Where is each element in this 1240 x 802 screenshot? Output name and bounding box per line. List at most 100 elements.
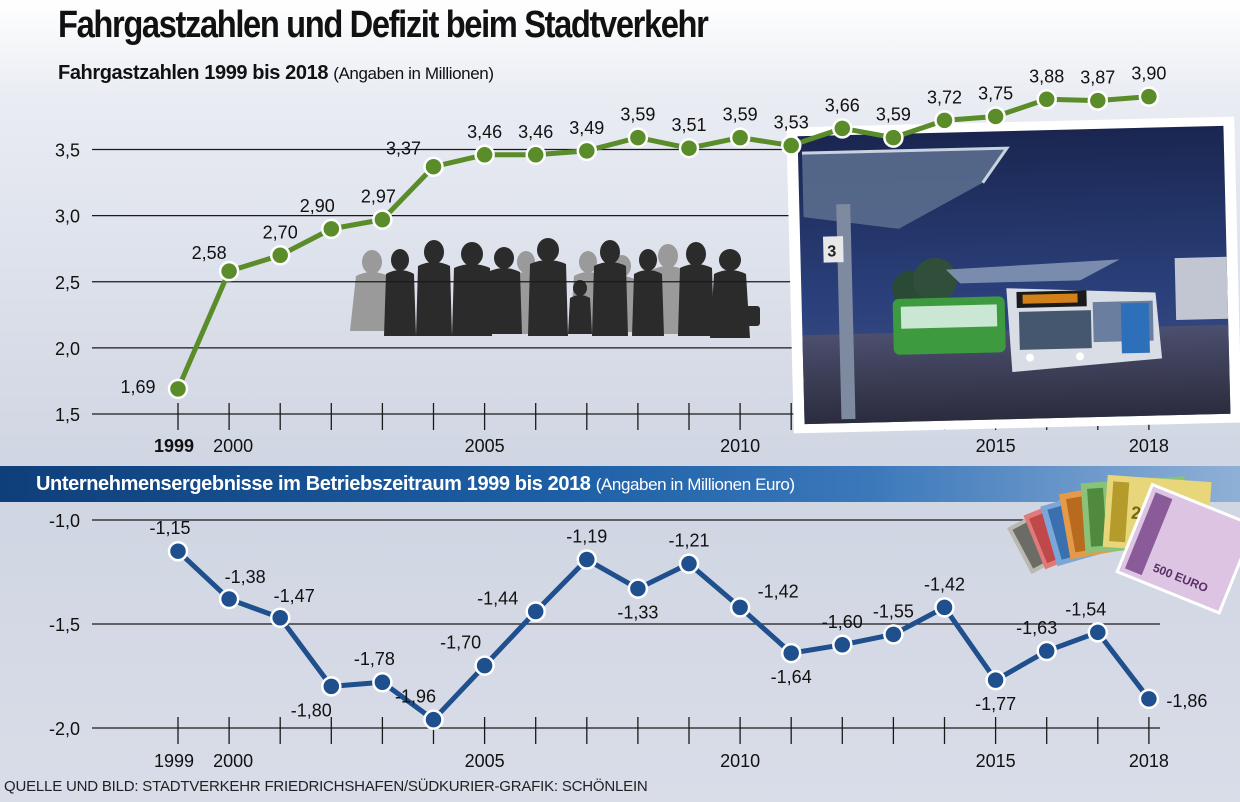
data-point — [985, 669, 1006, 691]
data-point — [474, 655, 495, 676]
data-point — [474, 144, 495, 166]
data-label: 3,46 — [467, 122, 502, 142]
data-point — [627, 127, 649, 148]
data-label: -1,78 — [354, 649, 395, 669]
data-point — [525, 144, 546, 166]
data-label: 1,69 — [120, 377, 155, 397]
data-label: 3,87 — [1080, 68, 1115, 88]
data-point — [985, 106, 1006, 127]
data-point — [678, 137, 700, 159]
x-tick-label: 2010 — [720, 436, 760, 456]
data-point — [1036, 640, 1057, 662]
data-label: -1,96 — [395, 687, 436, 707]
y-tick-label: 2,0 — [55, 339, 80, 359]
bus-station-night-photo: 3 — [786, 116, 1240, 434]
data-label: 3,90 — [1131, 64, 1166, 84]
x-tick-label: 2005 — [465, 436, 505, 456]
y-tick-label: 3,5 — [55, 141, 80, 161]
data-label: 3,75 — [978, 83, 1013, 103]
data-label: 3,59 — [723, 105, 758, 125]
data-label: -1,63 — [1016, 618, 1057, 638]
data-point — [167, 378, 189, 400]
data-label: -1,60 — [822, 612, 863, 632]
x-tick-label: 2010 — [720, 751, 760, 771]
data-label: -1,55 — [873, 601, 914, 621]
data-point — [780, 642, 802, 664]
data-label: -1,19 — [566, 527, 607, 547]
data-point — [678, 553, 700, 574]
y-tick-label: -1,5 — [49, 615, 80, 635]
data-point — [423, 156, 444, 177]
data-point — [780, 135, 802, 156]
data-point — [627, 578, 649, 599]
data-point — [883, 127, 904, 148]
data-point — [729, 597, 751, 618]
data-label: -1,86 — [1166, 691, 1207, 711]
data-label: -1,15 — [149, 518, 190, 538]
passenger-chart-heading: Fahrgastzahlen 1999 bis 2018 (Angaben in… — [58, 62, 494, 85]
data-label: 3,53 — [774, 113, 809, 133]
data-point — [525, 601, 546, 622]
x-tick-label: 2015 — [976, 751, 1016, 771]
data-label: -1,54 — [1065, 599, 1106, 619]
x-tick-label: 2018 — [1129, 751, 1169, 771]
data-label: -1,64 — [771, 667, 812, 687]
data-point — [218, 260, 240, 282]
data-point — [321, 218, 342, 240]
data-point — [576, 549, 598, 570]
data-label: 2,70 — [263, 222, 298, 242]
result-chart-banner — [0, 466, 1240, 502]
data-label: -1,21 — [668, 531, 709, 551]
x-tick-label: 1999 — [154, 436, 194, 456]
data-point — [321, 676, 342, 697]
data-label: 3,51 — [671, 115, 706, 135]
data-point — [1138, 86, 1160, 107]
result-chart-subtitle: (Angaben in Millionen Euro) — [595, 475, 795, 494]
data-label: -1,38 — [225, 567, 266, 587]
data-point — [269, 245, 291, 266]
x-tick-label: 2000 — [213, 436, 253, 456]
data-point — [372, 209, 393, 230]
data-label: 3,59 — [876, 105, 911, 125]
data-label: 2,58 — [192, 243, 227, 263]
passenger-chart-subtitle: (Angaben in Millionen) — [333, 64, 494, 83]
data-label: -1,77 — [975, 694, 1016, 714]
data-label: 2,97 — [361, 187, 396, 207]
data-point — [423, 709, 444, 730]
result-chart-grid — [92, 519, 1160, 729]
y-tick-label: -1,0 — [49, 511, 80, 531]
result-chart-heading: Unternehmensergebnisse im Betriebszeitra… — [36, 473, 795, 496]
data-label: 3,37 — [386, 139, 421, 159]
data-label: -1,42 — [758, 581, 799, 601]
result-chart-title: Unternehmensergebnisse im Betriebszeitra… — [36, 473, 591, 495]
data-label: -1,42 — [924, 574, 965, 594]
data-point — [832, 118, 853, 139]
data-point — [729, 127, 751, 148]
x-tick-label: 2015 — [976, 436, 1016, 456]
x-tick-label: 2018 — [1129, 436, 1169, 456]
x-tick-label: 1999 — [154, 751, 194, 771]
data-point — [934, 597, 955, 618]
data-label: -1,33 — [617, 603, 658, 623]
y-tick-label: 1,5 — [55, 405, 80, 425]
y-tick-label: -2,0 — [49, 719, 80, 739]
data-label: -1,44 — [477, 589, 518, 609]
y-tick-label: 3,0 — [55, 207, 80, 227]
main-title: Fahrgastzahlen und Defizit beim Stadtver… — [58, 4, 709, 46]
data-label: -1,70 — [440, 633, 481, 653]
result-series: -1,15 -1,38 -1,47 -1,80 -1,78-1,96 -1,70 -1,44… — [149, 518, 1207, 730]
data-label: -1,47 — [274, 586, 315, 606]
y-tick-label: 2,5 — [55, 273, 80, 293]
source-note: QUELLE UND BILD: STADTVERKEHR FRIEDRICHS… — [4, 778, 648, 795]
data-point — [832, 634, 853, 656]
data-point — [1138, 688, 1160, 710]
passenger-chart-title: Fahrgastzahlen 1999 bis 2018 — [58, 62, 329, 84]
data-label: 2,90 — [300, 196, 335, 216]
data-label: 3,88 — [1029, 66, 1064, 86]
data-label: 3,66 — [825, 95, 860, 115]
svg-text:3: 3 — [827, 243, 836, 260]
data-point — [1087, 622, 1109, 643]
data-point — [269, 607, 291, 629]
data-label: 3,72 — [927, 87, 962, 107]
